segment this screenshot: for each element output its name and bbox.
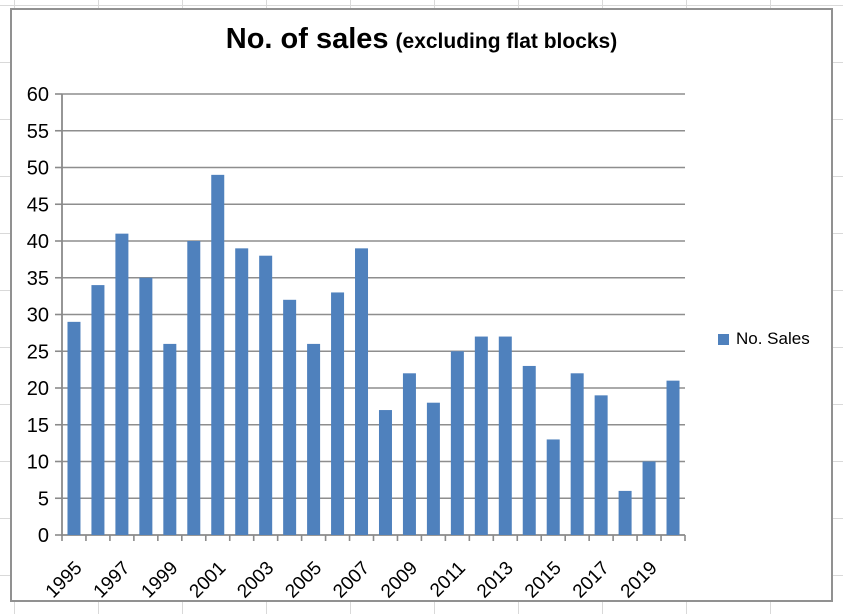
y-axis-label-10: 10	[27, 452, 49, 474]
bar-2000[interactable]	[187, 241, 201, 535]
bar-2017[interactable]	[594, 395, 608, 535]
x-axis-label-2011: 2011	[426, 558, 470, 600]
bar-2004[interactable]	[283, 299, 297, 535]
x-axis-label-1997: 1997	[90, 558, 135, 600]
bar-2016[interactable]	[570, 373, 584, 535]
y-axis-label-20: 20	[27, 378, 49, 400]
bar-2015[interactable]	[546, 439, 560, 535]
bar-2003[interactable]	[259, 255, 273, 535]
bar-2014[interactable]	[522, 365, 536, 535]
bar-2010[interactable]	[426, 402, 440, 535]
y-axis-label-35: 35	[27, 268, 49, 290]
y-axis-label-5: 5	[38, 488, 49, 510]
chart-object[interactable]: 0 5 10 15 20 25 30 35 40 45 50 55 60 1995 1997 1999 2001…	[10, 8, 833, 602]
y-axis-label-55: 55	[27, 121, 49, 143]
x-axis-label-2017: 2017	[569, 558, 614, 600]
bar-1995[interactable]	[67, 321, 81, 535]
y-axis-label-40: 40	[27, 231, 49, 253]
x-axis-label-2007: 2007	[329, 558, 374, 600]
x-axis-label-2001: 2001	[186, 558, 231, 600]
bar-2011[interactable]	[450, 351, 464, 535]
x-axis-label-1999: 1999	[138, 558, 183, 600]
x-axis-label-2019: 2019	[617, 558, 662, 600]
plot-area[interactable]: 0 5 10 15 20 25 30 35 40 45 50 55 60 1995 1997 1999 2001…	[12, 10, 831, 600]
bar-2005[interactable]	[307, 343, 321, 535]
bar-1997[interactable]	[115, 233, 129, 535]
x-axis-label-2005: 2005	[281, 558, 326, 600]
y-axis-label-30: 30	[27, 305, 49, 327]
bar-2018[interactable]	[618, 490, 632, 535]
bar-2002[interactable]	[235, 248, 249, 535]
bar-2013[interactable]	[498, 336, 512, 535]
bar-1999[interactable]	[163, 343, 177, 535]
bar-2012[interactable]	[474, 336, 488, 535]
bar-2007[interactable]	[355, 248, 369, 535]
x-axis-label-1995: 1995	[42, 558, 87, 600]
y-axis-label-25: 25	[27, 341, 49, 363]
bar-1998[interactable]	[139, 277, 153, 535]
y-axis-label-50: 50	[27, 158, 49, 180]
legend-marker-icon	[718, 333, 729, 345]
chart-title-main: No. of sales	[225, 23, 389, 55]
y-axis-label-60: 60	[27, 84, 49, 106]
y-axis-label-0: 0	[38, 525, 49, 547]
chart-title-subtitle: (excluding flat blocks)	[395, 30, 618, 53]
x-axis-label-2015: 2015	[521, 558, 566, 600]
chart-title: No. of sales (excluding flat blocks)	[12, 23, 831, 56]
y-axis-label-45: 45	[27, 194, 49, 216]
x-axis-label-2003: 2003	[233, 558, 278, 600]
legend-label: No. Sales	[736, 329, 810, 348]
bar-2019[interactable]	[642, 461, 656, 536]
legend[interactable]: No. Sales	[718, 329, 810, 349]
bar-2020[interactable]	[666, 380, 680, 535]
x-axis-label-2009: 2009	[377, 558, 422, 600]
bar-1996[interactable]	[91, 285, 105, 535]
bar-2006[interactable]	[331, 292, 345, 535]
bar-2001[interactable]	[211, 174, 225, 535]
bar-2008[interactable]	[378, 410, 392, 535]
x-axis-label-2013: 2013	[473, 558, 518, 600]
y-axis-label-15: 15	[27, 415, 49, 437]
bar-2009[interactable]	[402, 373, 416, 535]
